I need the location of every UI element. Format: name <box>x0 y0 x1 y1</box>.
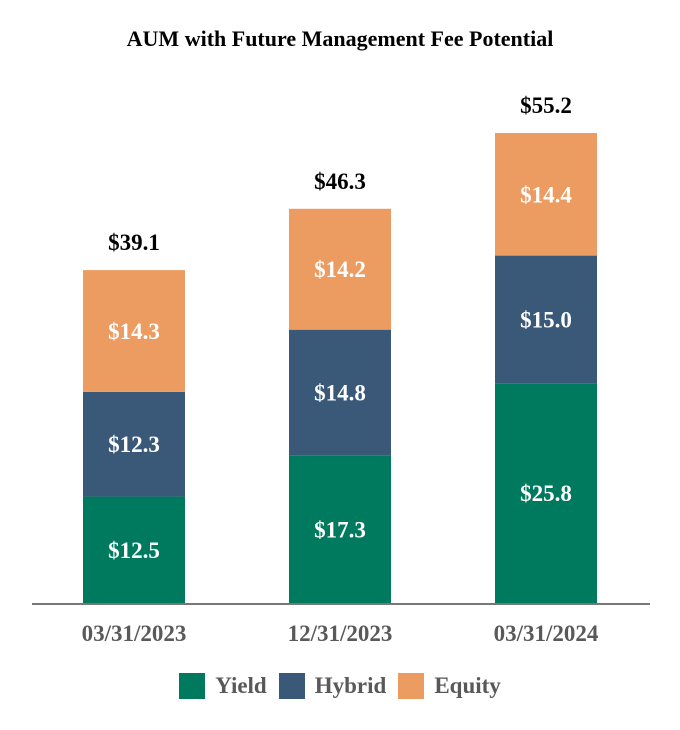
legend-swatch-yield <box>179 673 206 699</box>
bar-segment-yield <box>83 496 185 603</box>
data-label: $25.8 <box>520 481 572 506</box>
data-label: $12.3 <box>108 432 160 457</box>
legend-item-hybrid: Hybrid <box>278 673 387 699</box>
bar-segment-hybrid <box>83 391 185 497</box>
legend: Yield Hybrid Equity <box>0 673 680 699</box>
bar-segment-equity <box>83 270 185 392</box>
x-tick-label: 03/31/2024 <box>494 621 599 646</box>
total-label: $39.1 <box>108 230 160 255</box>
legend-swatch-hybrid <box>278 673 305 699</box>
legend-label: Yield <box>215 673 267 698</box>
legend-item-yield: Yield <box>179 673 267 699</box>
bar-segment-equity <box>495 133 597 256</box>
x-tick-label: 03/31/2023 <box>82 621 187 646</box>
legend-swatch-equity <box>398 673 425 699</box>
bar-segment-hybrid <box>289 329 391 456</box>
data-label: $15.0 <box>520 307 572 332</box>
total-label: $55.2 <box>520 93 572 118</box>
data-label: $12.5 <box>108 538 160 563</box>
chart-title: AUM with Future Management Fee Potential <box>126 26 554 51</box>
data-label: $14.3 <box>108 319 160 344</box>
total-label: $46.3 <box>314 169 366 194</box>
legend-item-equity: Equity <box>398 673 501 699</box>
x-tick-label: 12/31/2023 <box>288 621 393 646</box>
legend-label: Hybrid <box>314 673 387 698</box>
data-label: $14.2 <box>314 257 366 282</box>
data-label: $17.3 <box>314 517 366 542</box>
bar-segment-hybrid <box>495 255 597 384</box>
bar-segment-equity <box>289 208 391 330</box>
data-label: $14.8 <box>314 381 366 406</box>
data-label: $14.4 <box>520 182 572 207</box>
legend-label: Equity <box>434 673 501 698</box>
bar-segment-yield <box>495 383 597 603</box>
bar-segment-yield <box>289 455 391 603</box>
